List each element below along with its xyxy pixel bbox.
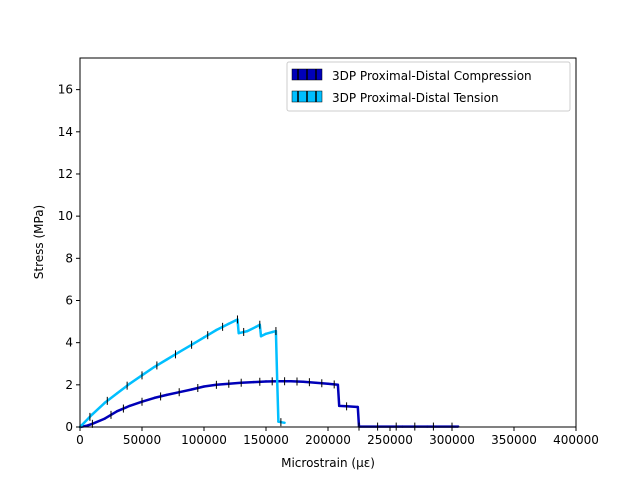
x-tick-label: 300000 xyxy=(429,433,475,447)
data-point-tension xyxy=(103,401,107,404)
data-point-tension xyxy=(237,331,240,335)
x-tick-label: 0 xyxy=(76,433,84,447)
legend-swatch-tension xyxy=(291,90,323,103)
data-point-tension xyxy=(202,336,206,339)
y-tick-label: 2 xyxy=(65,378,73,392)
data-point-tension xyxy=(116,392,119,395)
y-tick-label: 12 xyxy=(58,167,73,181)
data-point-tension xyxy=(271,330,274,334)
data-point-tension xyxy=(259,335,263,338)
y-tick-label: 14 xyxy=(58,125,73,139)
data-point-compression xyxy=(302,380,305,383)
data-point-compression xyxy=(289,380,292,383)
data-point-compression xyxy=(103,417,107,420)
legend-swatch-compression xyxy=(291,68,323,81)
y-tick-label: 10 xyxy=(58,209,73,223)
data-point-tension xyxy=(215,328,218,332)
data-point-compression xyxy=(202,385,206,388)
y-axis-ticks: 0 2 4 6 8 10 12 14 16 xyxy=(58,83,80,434)
data-point-tension xyxy=(277,420,280,423)
x-tick-label: 50000 xyxy=(123,433,161,447)
data-point-tension xyxy=(91,413,94,416)
data-point-compression xyxy=(314,381,317,384)
plot-area xyxy=(78,315,460,431)
legend-label-compression: 3DP Proximal-Distal Compression xyxy=(332,69,532,83)
data-point-tension xyxy=(227,322,230,325)
data-point-tension xyxy=(246,329,249,333)
y-tick-label: 6 xyxy=(65,293,73,307)
data-point-compression xyxy=(190,388,193,391)
x-axis-label: Microstrain (με) xyxy=(281,456,375,470)
x-tick-label: 350000 xyxy=(491,433,537,447)
data-point-compression xyxy=(337,404,341,408)
data-point-compression xyxy=(264,380,268,383)
data-point-tension xyxy=(128,382,131,385)
y-axis-label: Stress (MPa) xyxy=(32,205,46,279)
data-point-tension xyxy=(165,358,168,361)
x-tick-label: 200000 xyxy=(305,433,351,447)
data-point-tension xyxy=(178,350,181,354)
data-point-compression xyxy=(252,380,255,384)
data-point-tension xyxy=(283,421,286,424)
y-tick-label: 16 xyxy=(58,83,73,97)
y-tick-label: 0 xyxy=(65,420,73,434)
y-tick-label: 8 xyxy=(65,251,73,265)
data-point-compression xyxy=(356,405,359,409)
data-point-tension xyxy=(275,379,279,382)
data-point-tension xyxy=(264,332,268,336)
x-tick-label: 250000 xyxy=(367,433,413,447)
data-point-compression xyxy=(165,393,168,397)
data-point-compression xyxy=(326,382,330,385)
legend-label-tension: 3DP Proximal-Distal Tension xyxy=(332,91,499,105)
y-tick-label: 4 xyxy=(65,336,73,350)
legend: 3DP Proximal-Distal Compression 3DP Prox… xyxy=(286,61,571,112)
data-point-tension xyxy=(254,325,258,329)
data-point-tension xyxy=(153,365,156,369)
x-tick-label: 100000 xyxy=(181,433,227,447)
legend-box xyxy=(286,61,571,112)
data-point-compression xyxy=(116,409,119,413)
data-point-compression xyxy=(128,404,131,408)
x-axis-ticks: 0 50000 100000 150000 200000 250000 300000 3500… xyxy=(76,427,599,447)
data-point-compression xyxy=(153,396,156,400)
x-tick-label: 400000 xyxy=(553,433,599,447)
x-tick-label: 150000 xyxy=(243,433,289,447)
data-point-compression xyxy=(336,383,340,387)
